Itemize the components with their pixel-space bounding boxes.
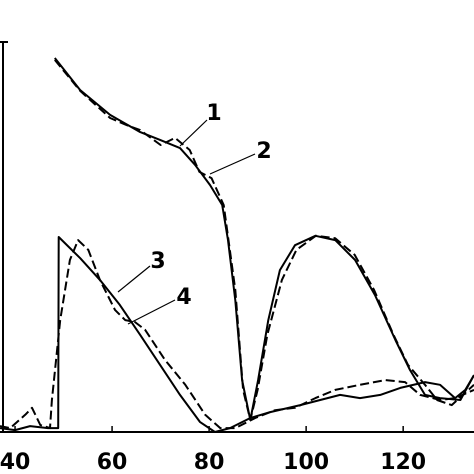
series-label: 3 <box>150 249 165 274</box>
series-line <box>0 239 474 430</box>
x-tick-label: 40 <box>0 450 30 474</box>
callout-leader <box>117 265 151 293</box>
callout-leader <box>179 119 208 147</box>
series-label: 4 <box>176 285 191 310</box>
callout-leader <box>209 153 256 175</box>
series-line <box>0 236 474 433</box>
series-label: 2 <box>256 139 271 164</box>
series-label: 1 <box>206 101 221 126</box>
series-line <box>54 59 474 421</box>
callout-leader <box>127 299 176 325</box>
x-tick-label: 120 <box>380 450 426 474</box>
x-tick-label: 60 <box>97 450 128 474</box>
x-tick-label: 100 <box>283 450 329 474</box>
x-tick-label: 80 <box>194 450 225 474</box>
series-line <box>54 57 474 421</box>
